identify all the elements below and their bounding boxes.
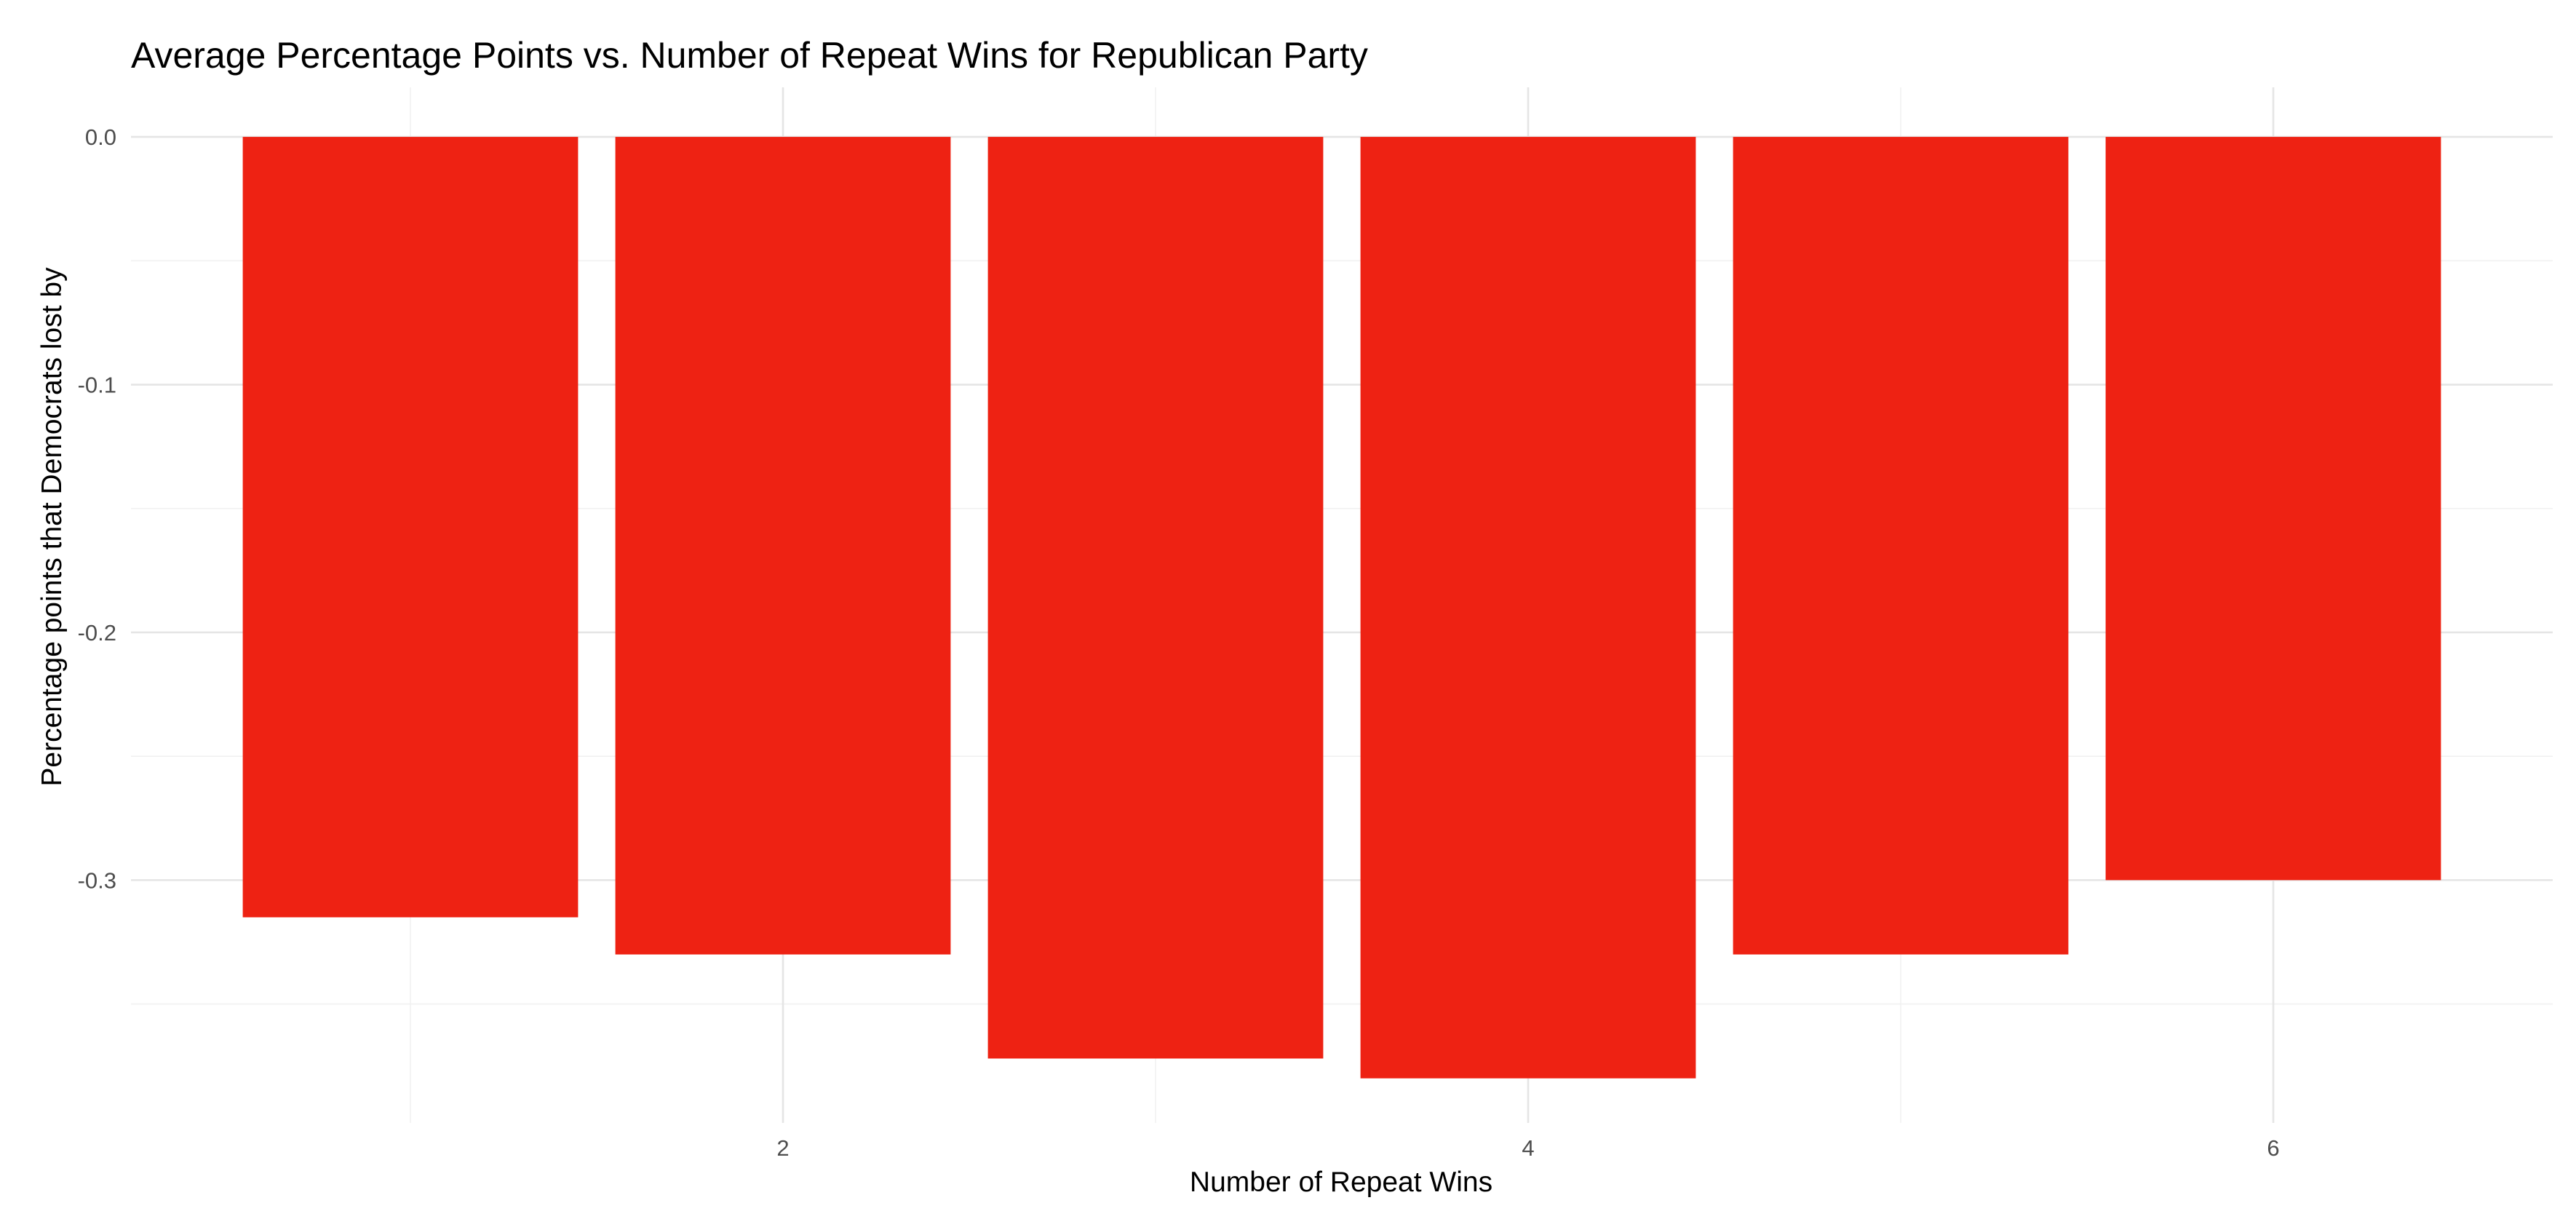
bar-repeat-wins-5	[1733, 137, 2069, 955]
x-tick-labels: 2 4 6	[776, 1135, 2279, 1161]
y-tick-label: -0.2	[78, 620, 116, 646]
x-tick-label: 6	[2267, 1135, 2279, 1161]
y-tick-label: -0.1	[78, 373, 116, 398]
bar-repeat-wins-3	[987, 137, 1324, 1059]
bar-repeat-wins-4	[1360, 137, 1696, 1079]
y-tick-label: 0.0	[85, 124, 116, 150]
x-tick-label: 2	[776, 1135, 789, 1161]
x-axis-title: Number of Repeat Wins	[1190, 1167, 1492, 1198]
chart-title: Average Percentage Points vs. Number of …	[131, 35, 1368, 76]
bar-repeat-wins-6	[2105, 137, 2441, 881]
bar-repeat-wins-2	[615, 137, 951, 955]
bar-repeat-wins-1	[242, 137, 579, 918]
x-tick-label: 4	[1522, 1135, 1534, 1161]
bars	[242, 137, 2441, 1079]
y-tick-labels: 0.0 -0.1 -0.2 -0.3	[78, 124, 116, 893]
y-tick-label: -0.3	[78, 867, 116, 893]
y-axis-title: Percentage points that Democrats lost by	[36, 267, 68, 787]
